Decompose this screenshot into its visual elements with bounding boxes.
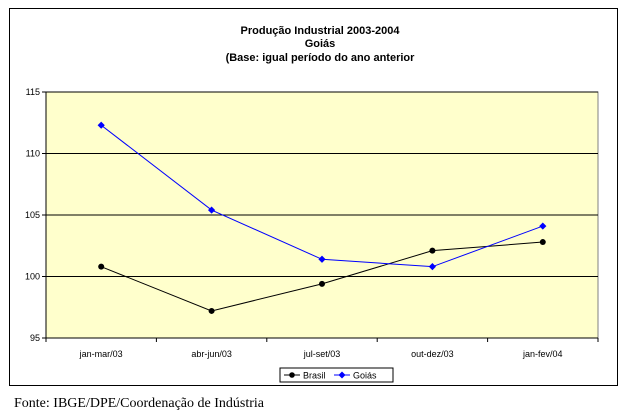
data-point-brasil [208,307,215,314]
legend-marker-goias [338,371,346,379]
y-tick-label: 110 [26,149,40,159]
chart-title-line-3: (Base: igual período do ano anterior [226,52,416,64]
legend-marker-brasil [289,372,295,378]
series-goias [97,121,547,271]
y-tick-label: 115 [26,87,40,97]
chart-title-line-1: Produção Industrial 2003-2004 [241,25,401,37]
source-note: Fonte: IBGE/DPE/Coordenação de Indústria [14,396,265,411]
y-tick-label: 105 [25,210,40,220]
data-point-goias [539,222,547,230]
series-brasil [98,239,546,314]
chart: Produção Industrial 2003-2004 Goiás (Bas… [25,25,599,383]
y-tick-label: 95 [30,333,40,343]
data-point-brasil [539,239,546,246]
data-point-goias [318,255,326,263]
x-tick-label: jul-set/03 [303,349,341,359]
legend-label-brasil: Brasil [303,371,326,381]
data-point-brasil [98,263,105,270]
y-tick-label: 100 [25,272,40,282]
y-tick-labels: 95 100 105 110 115 [25,87,46,343]
x-tick-label: out-dez/03 [411,349,454,359]
chart-title-line-2: Goiás [305,38,336,50]
legend: Brasil Goiás [279,367,394,383]
series [97,121,547,314]
chart-frame: Produção Industrial 2003-2004 Goiás (Bas… [9,8,618,386]
x-tick-labels: jan-mar/03 abr-jun/03 jul-set/03 out-dez/03… [45,338,599,359]
data-point-brasil [319,280,325,287]
data-point-goias [208,206,216,214]
x-tick-label: jan-mar/03 [79,349,123,359]
x-tick-label: jan-fev/04 [522,349,563,359]
data-point-brasil [429,247,436,254]
data-point-goias [428,263,436,271]
x-tick-label: abr-jun/03 [191,349,232,359]
legend-label-goias: Goiás [353,371,377,381]
data-point-goias [97,121,105,129]
